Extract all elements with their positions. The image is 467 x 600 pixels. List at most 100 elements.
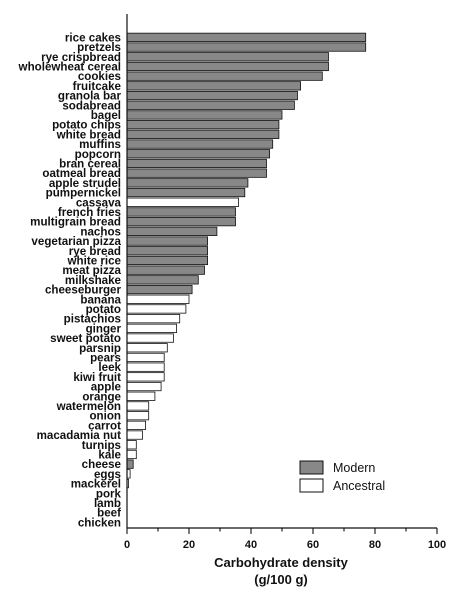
- axes-group: 0 20 40 60 80 100: [124, 14, 446, 551]
- x-tick-label-0: 0: [124, 539, 130, 551]
- category-label-beef: beef: [97, 507, 121, 520]
- bars-group: [126, 32, 367, 489]
- x-axis-label-line1: Carbohydrate density: [214, 555, 348, 570]
- category-label-cheeseburger: cheeseburger: [45, 284, 122, 297]
- bar-kiwi-fruit: [126, 372, 165, 382]
- bar-bran-cereal: [126, 158, 267, 169]
- category-label-bagel: bagel: [91, 109, 121, 122]
- category-label-milkshake: milkshake: [65, 274, 122, 287]
- category-label-apple-strudel: apple strudel: [49, 177, 121, 190]
- category-label-french-fries: french fries: [58, 206, 121, 219]
- legend-swatch-ancestral: [299, 478, 324, 493]
- bar-ginger: [126, 323, 177, 333]
- bar-oatmeal-bread: [126, 168, 267, 178]
- bar-sodabread: [126, 100, 295, 110]
- bar-fruitcake: [126, 81, 302, 91]
- category-label-meat-pizza: meat pizza: [62, 264, 121, 277]
- category-label-muffins: muffins: [79, 138, 121, 151]
- bar-onion: [126, 411, 150, 421]
- bar-rice-cakes: [126, 32, 367, 42]
- bar-french-fries: [126, 207, 236, 217]
- legend-label-modern: Modern: [333, 461, 375, 475]
- category-label-leek: leek: [98, 361, 121, 374]
- bar-bagel: [126, 110, 283, 120]
- bar-nachos: [126, 226, 218, 236]
- category-label-parsnip: parsnip: [79, 342, 121, 355]
- bar-sweet-potato: [126, 333, 174, 343]
- category-label-turnips: turnips: [82, 439, 121, 452]
- category-label-macadamia-nut: macadamia nut: [37, 429, 122, 442]
- x-tick-label-40: 40: [245, 539, 257, 551]
- bar-kale: [126, 449, 137, 460]
- category-label-sodabread: sodabread: [62, 99, 121, 112]
- category-label-pork: pork: [96, 487, 122, 500]
- category-label-orange: orange: [82, 390, 121, 403]
- bar-cheeseburger: [126, 284, 193, 295]
- category-label-sweet-potato: sweet potato: [50, 332, 121, 345]
- category-label-white-rice: white rice: [67, 254, 122, 267]
- category-label-pretzels: pretzels: [77, 41, 121, 54]
- category-label-rice-cakes: rice cakes: [65, 31, 121, 44]
- bar-wholewheat-cereal: [126, 61, 329, 72]
- category-label-white-bread: white bread: [56, 128, 121, 141]
- bar-rye-crispbread: [126, 52, 329, 62]
- legend-label-ancestral: Ancestral: [333, 479, 385, 493]
- x-tick-label-100: 100: [428, 539, 446, 551]
- category-label-cheese: cheese: [82, 458, 122, 471]
- category-label-potato: potato: [86, 303, 121, 316]
- category-label-kale: kale: [98, 448, 121, 461]
- bar-vegetarian-pizza: [126, 236, 208, 246]
- bar-pears: [126, 352, 165, 363]
- bar-white-rice: [126, 255, 208, 266]
- category-label-potato-chips: potato chips: [52, 119, 121, 132]
- category-label-eggs: eggs: [94, 468, 121, 481]
- bar-cheese: [126, 459, 134, 469]
- category-label-bran-cereal: bran cereal: [59, 157, 121, 170]
- bar-pumpernickel: [126, 187, 246, 198]
- legend-swatch-modern: [299, 460, 324, 475]
- bar-apple-strudel: [126, 178, 249, 188]
- bar-carrot: [126, 420, 147, 430]
- bar-apple: [126, 381, 162, 392]
- bar-orange: [126, 391, 156, 401]
- category-label-cookies: cookies: [78, 70, 121, 83]
- category-label-rye-crispbread: rye crispbread: [41, 51, 121, 64]
- category-label-mackerel: mackerel: [71, 478, 121, 491]
- category-label-nachos: nachos: [80, 225, 121, 238]
- bar-parsnip: [126, 343, 168, 353]
- x-tick-label-80: 80: [369, 539, 381, 551]
- category-label-chicken: chicken: [78, 516, 121, 529]
- bar-rye-bread: [126, 246, 208, 256]
- bar-granola-bar: [126, 90, 298, 101]
- bar-muffins: [126, 139, 274, 149]
- category-label-lamb: lamb: [94, 497, 121, 510]
- bar-white-bread: [126, 129, 280, 139]
- bar-meat-pizza: [126, 265, 205, 275]
- category-label-wholewheat-cereal: wholewheat cereal: [18, 60, 121, 73]
- bar-milkshake: [126, 275, 199, 285]
- bar-cassava: [126, 197, 239, 207]
- category-label-granola-bar: granola bar: [58, 90, 122, 103]
- bar-popcorn: [126, 149, 271, 159]
- bar-cookies: [126, 71, 323, 81]
- bar-potato: [126, 304, 187, 314]
- category-label-pears: pears: [90, 351, 121, 364]
- x-tick-label-60: 60: [307, 539, 319, 551]
- bar-macadamia-nut: [126, 430, 143, 440]
- bar-pretzels: [126, 42, 367, 52]
- bar-pistachios: [126, 314, 181, 324]
- category-label-onion: onion: [89, 410, 121, 423]
- bar-banana: [126, 294, 190, 304]
- bar-turnips: [126, 440, 137, 450]
- category-label-oatmeal-bread: oatmeal bread: [42, 167, 121, 180]
- x-axis-label-line2: (g/100 g): [254, 572, 307, 587]
- category-label-fruitcake: fruitcake: [73, 80, 122, 93]
- category-label-vegetarian-pizza: vegetarian pizza: [31, 235, 121, 248]
- category-label-cassava: cassava: [76, 196, 122, 209]
- bar-leek: [126, 362, 165, 372]
- x-tick-label-20: 20: [183, 539, 195, 551]
- category-label-pumpernickel: pumpernickel: [46, 187, 121, 200]
- category-label-carrot: carrot: [88, 419, 121, 432]
